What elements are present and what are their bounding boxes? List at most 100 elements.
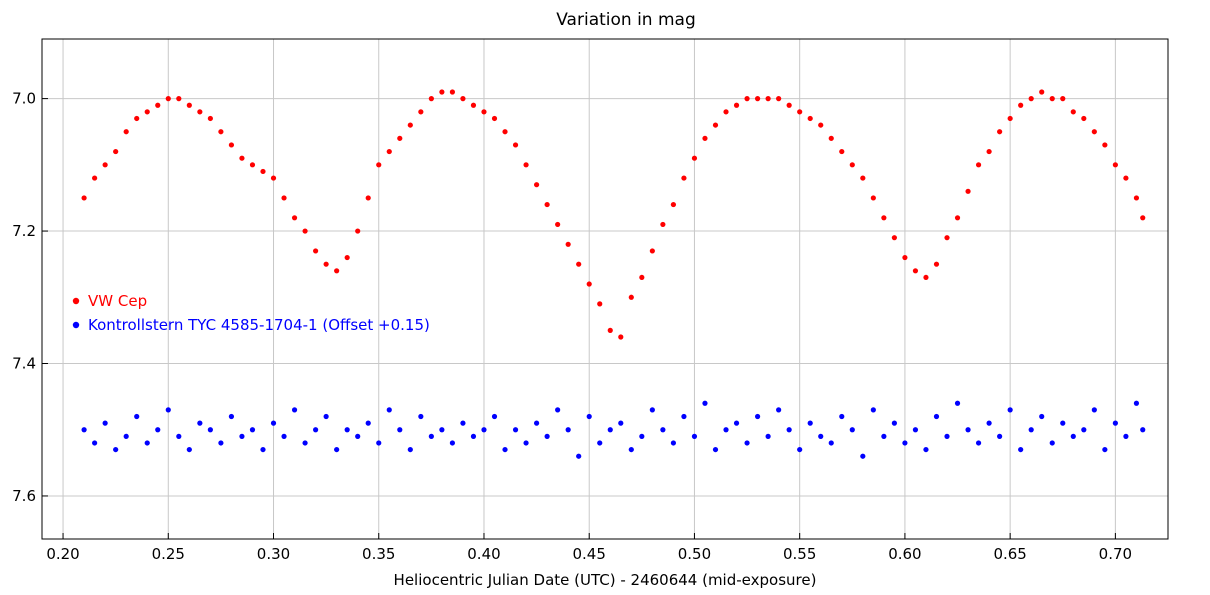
vw-cep-point (839, 148, 845, 155)
kontrollstern-point (954, 400, 961, 406)
kontrollstern-point (102, 420, 108, 426)
vw-cep-point (313, 248, 319, 254)
vw-cep-point (954, 215, 961, 221)
vw-cep-point (776, 96, 782, 102)
kontrollstern-point (134, 413, 140, 420)
kontrollstern-point (1028, 427, 1034, 433)
kontrollstern-point (470, 433, 477, 439)
kontrollstern-point (923, 446, 929, 453)
kontrollstern-point (733, 420, 740, 426)
vw-cep-point (628, 294, 634, 300)
chart-title: Variation in mag (556, 10, 696, 30)
vw-cep-point (102, 162, 108, 168)
vw-cep-point (460, 96, 466, 102)
vw-cep-point (902, 254, 908, 261)
x-tick-label: 0.60 (888, 545, 921, 563)
kontrollstern-point (649, 407, 655, 413)
vw-cep-point (1091, 129, 1097, 135)
grid (42, 39, 1168, 539)
kontrollstern-point (797, 446, 803, 453)
vw-cep-point (123, 129, 129, 135)
vw-cep-point (323, 261, 329, 267)
x-tick-label: 0.45 (573, 545, 606, 563)
kontrollstern-point (818, 433, 824, 439)
kontrollstern-point (975, 440, 982, 446)
vw-cep-point (1102, 142, 1108, 148)
x-tick-label: 0.70 (1099, 545, 1132, 563)
x-tick-label: 0.40 (467, 545, 500, 563)
kontrollstern-point (512, 427, 519, 433)
vw-cep-point (965, 188, 971, 194)
kontrollstern-point (933, 413, 940, 420)
vw-cep-point (523, 162, 529, 168)
kontrollstern-point (81, 427, 87, 433)
kontrollstern-point (460, 420, 466, 426)
plot-frame (41, 38, 1169, 540)
x-tick-label: 0.55 (783, 545, 816, 563)
vw-cep-point (891, 235, 897, 241)
kontrollstern-point (186, 446, 192, 453)
vw-cep-point (923, 274, 929, 281)
vw-cep-point (512, 142, 519, 148)
kontrollstern-point (670, 440, 677, 446)
vw-cep-point (1112, 162, 1118, 168)
vw-cep-point (786, 102, 792, 108)
vw-cep-point (481, 109, 487, 115)
vw-cep-point (418, 109, 424, 115)
kontrollstern-point (1007, 407, 1013, 413)
kontrollstern-point (902, 440, 908, 446)
series-kontrollstern (81, 400, 1146, 459)
kontrollstern-point (965, 427, 971, 433)
vw-cep-point (944, 235, 950, 241)
vw-cep-point (733, 102, 740, 108)
kontrollstern-point (291, 407, 298, 413)
vw-cep-point (881, 215, 887, 221)
kontrollstern-point (1081, 427, 1087, 433)
kontrollstern-point (702, 400, 708, 406)
kontrollstern-point (113, 446, 119, 453)
vw-cep-point (291, 215, 298, 221)
kontrollstern-point (555, 407, 561, 413)
x-tick-label: 0.20 (46, 545, 79, 563)
kontrollstern-point (418, 413, 424, 420)
kontrollstern-point (1140, 427, 1146, 433)
kontrollstern-point (891, 420, 897, 426)
kontrollstern-point (355, 433, 361, 439)
kontrollstern-point (365, 420, 371, 426)
kontrollstern-point (533, 420, 540, 426)
vw-cep-point (1140, 215, 1146, 221)
vw-cep-point (81, 195, 87, 201)
vw-cep-point (260, 168, 266, 175)
vw-cep-point (365, 195, 371, 201)
vw-cep-point (555, 221, 561, 228)
kontrollstern-point (270, 420, 277, 426)
kontrollstern-point (144, 440, 150, 446)
kontrollstern-point (218, 440, 224, 446)
kontrollstern-point (839, 413, 845, 420)
vw-cep-point (712, 122, 719, 128)
vw-cep-point (1133, 195, 1140, 201)
vw-cep-point (544, 201, 550, 208)
vw-cep-point (986, 148, 992, 155)
kontrollstern-point (618, 420, 624, 426)
vw-cep-point (218, 129, 224, 135)
kontrollstern-point (1049, 440, 1055, 446)
kontrollstern-point (712, 446, 719, 453)
vw-cep-point (1049, 96, 1055, 102)
kontrollstern-point (576, 453, 582, 459)
vw-cep-point (754, 96, 761, 102)
legend-label-vw-cep: VW Cep (88, 292, 147, 310)
vw-cep-point (239, 155, 245, 161)
kontrollstern-point (397, 427, 403, 433)
kontrollstern-point (439, 427, 445, 433)
kontrollstern-point (1060, 420, 1066, 426)
vw-cep-point (618, 334, 624, 340)
kontrollstern-point (323, 413, 329, 420)
vw-cep-point (502, 129, 508, 135)
kontrollstern-point (1091, 407, 1097, 413)
kontrollstern-point (765, 433, 771, 439)
kontrollstern-point (228, 413, 235, 420)
kontrollstern-point (912, 427, 919, 433)
x-tick-label: 0.65 (993, 545, 1026, 563)
